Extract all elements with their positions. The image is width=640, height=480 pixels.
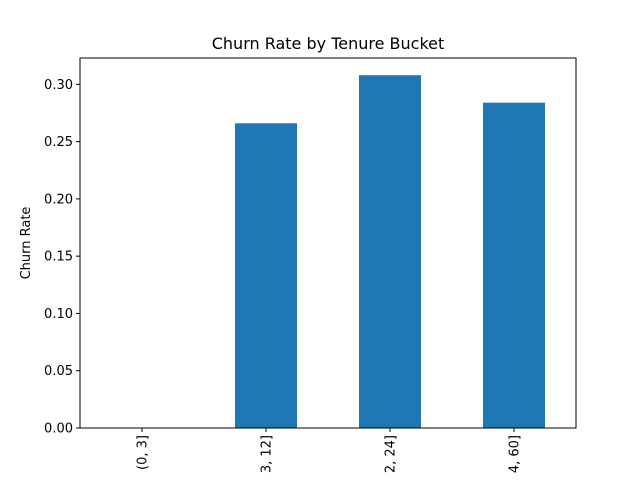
y-tick-label-3: 0.15 — [44, 250, 73, 265]
x-axis-ticks: (0, 3] 3, 12] 2, 24] 4, 60] — [136, 428, 523, 473]
bar-3 — [483, 102, 545, 429]
bar-2 — [359, 75, 421, 429]
x-tick-label-2: 2, 24] — [384, 435, 399, 473]
bars-group — [235, 75, 545, 429]
x-tick-label-1: 3, 12] — [260, 435, 275, 473]
x-tick-label-0: (0, 3] — [136, 435, 151, 470]
y-tick-label-4: 0.20 — [44, 192, 73, 207]
y-axis-ticks: 0.00 0.05 0.10 0.15 0.20 0.25 0.30 — [44, 78, 80, 437]
x-tick-label-3: 4, 60] — [508, 435, 523, 473]
y-tick-label-0: 0.00 — [44, 422, 73, 437]
y-axis-label: Churn Rate — [19, 207, 34, 280]
y-tick-label-2: 0.10 — [44, 307, 73, 322]
chart-title: Churn Rate by Tenure Bucket — [212, 34, 445, 53]
y-tick-label-5: 0.25 — [44, 135, 73, 150]
y-tick-label-1: 0.05 — [44, 364, 73, 379]
bar-1 — [235, 123, 297, 428]
plot-area-frame — [79, 57, 577, 429]
y-tick-label-6: 0.30 — [44, 78, 73, 93]
